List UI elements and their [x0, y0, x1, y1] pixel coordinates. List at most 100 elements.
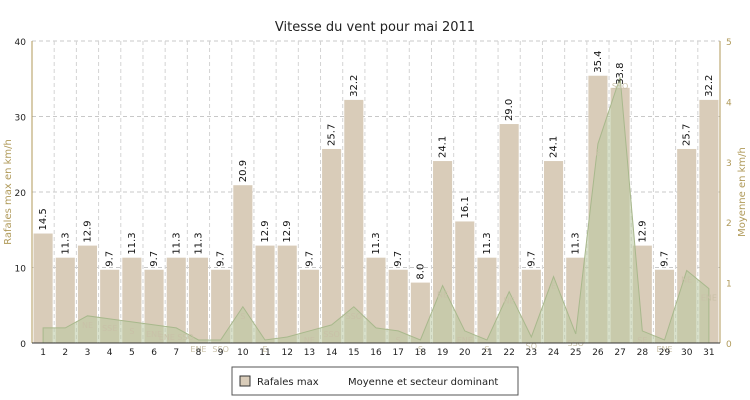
- x-tick-label: 24: [548, 348, 560, 358]
- bar: [277, 245, 297, 343]
- data-label: 24.1: [438, 136, 449, 158]
- bar: [699, 99, 719, 343]
- bar: [322, 148, 342, 343]
- direction-label: ENE: [656, 345, 672, 354]
- x-tick-label: 9: [218, 348, 224, 358]
- data-label: 9.7: [660, 251, 671, 267]
- data-label: 9.7: [526, 251, 537, 267]
- y-axis-right-label: Moyenne en km/h: [737, 147, 748, 237]
- bar: [55, 257, 75, 343]
- direction-label: S: [418, 345, 423, 354]
- x-tick-label: 17: [392, 348, 403, 358]
- legend-label-bars: Rafales max: [257, 377, 319, 388]
- data-label: 9.7: [304, 251, 315, 267]
- direction-label: ENE: [701, 294, 717, 303]
- y-tick-left: 10: [15, 265, 27, 275]
- x-tick-label: 26: [592, 348, 604, 358]
- y-tick-right: 0: [726, 340, 732, 350]
- bar: [255, 245, 275, 343]
- x-tick-label: 16: [370, 348, 382, 358]
- data-label: 11.3: [482, 232, 493, 254]
- y-tick-left: 30: [15, 114, 27, 124]
- data-label: 16.1: [460, 196, 471, 218]
- direction-label: NE: [504, 297, 515, 306]
- x-tick-label: 14: [326, 348, 338, 358]
- bar: [344, 99, 364, 343]
- x-tick-label: 1: [40, 348, 46, 358]
- legend-swatch-bars: [239, 375, 251, 387]
- data-label: 9.7: [393, 251, 404, 267]
- x-tick-label: 20: [459, 348, 471, 358]
- x-tick-label: 19: [437, 348, 449, 358]
- data-label: 33.8: [615, 63, 626, 85]
- y-tick-right: 4: [726, 98, 732, 108]
- data-label: 11.3: [193, 232, 204, 254]
- bar: [233, 185, 253, 343]
- data-label: 14.5: [38, 208, 49, 230]
- chart-title: Vitesse du vent pour mai 2011: [275, 20, 475, 35]
- data-label: 25.7: [327, 124, 338, 146]
- data-label: 12.9: [637, 220, 648, 242]
- data-label: 20.9: [238, 160, 249, 182]
- bar: [455, 221, 475, 343]
- data-label: 11.3: [171, 232, 182, 254]
- x-tick-label: 4: [107, 348, 113, 358]
- direction-label: SSO: [323, 330, 339, 339]
- data-label: 11.3: [571, 232, 582, 254]
- data-label: 11.3: [127, 232, 138, 254]
- x-tick-label: 25: [570, 348, 581, 358]
- legend-box: [231, 366, 519, 396]
- data-label: 11.3: [60, 232, 71, 254]
- y-tick-left: 20: [15, 189, 27, 199]
- direction-label: S: [129, 327, 134, 336]
- x-tick-label: 12: [281, 348, 292, 358]
- direction-label: ENE SSO: [159, 333, 194, 342]
- average-area: [42, 77, 710, 344]
- direction-label: ENE: [146, 330, 162, 339]
- x-tick-label: 28: [637, 348, 649, 358]
- direction-label: ENE: [190, 345, 206, 354]
- x-tick-label: 5: [129, 348, 135, 358]
- y-tick-right: 2: [726, 219, 732, 229]
- direction-label: NE: [437, 291, 448, 300]
- x-tick-label: 23: [526, 348, 537, 358]
- direction-label: SSO: [346, 312, 362, 321]
- x-tick-label: 11: [259, 348, 270, 358]
- bar: [211, 269, 231, 343]
- direction-label: S: [240, 312, 245, 321]
- x-tick-label: 7: [173, 348, 179, 358]
- y-tick-right: 1: [726, 280, 732, 290]
- direction-label: SE: [637, 336, 647, 345]
- direction-label: E: [551, 282, 556, 291]
- x-tick-label: 27: [614, 348, 625, 358]
- data-label: 25.7: [682, 124, 693, 146]
- x-tick-label: 8: [196, 348, 202, 358]
- direction-label: SSO: [612, 82, 628, 91]
- direction-label: SO: [526, 342, 537, 351]
- data-label: 8.0: [415, 264, 426, 280]
- y-axis-left-label: Rafales max en km/h: [3, 139, 14, 245]
- data-label: 9.7: [149, 251, 160, 267]
- y-tick-left: 0: [20, 340, 26, 350]
- data-label: 12.9: [260, 220, 271, 242]
- x-tick-label: 3: [85, 348, 91, 358]
- bar: [33, 233, 53, 343]
- data-label: 11.3: [371, 232, 382, 254]
- x-tick-label: 31: [703, 348, 714, 358]
- legend-label-area: Moyenne et secteur dominant: [348, 377, 498, 388]
- x-tick-label: 29: [659, 348, 671, 358]
- y-tick-left: 40: [15, 38, 27, 48]
- bar: [499, 124, 519, 343]
- x-tick-label: 15: [348, 348, 359, 358]
- x-tick-label: 2: [62, 348, 68, 358]
- data-label: 12.9: [282, 220, 293, 242]
- x-tick-label: 13: [304, 348, 315, 358]
- y-tick-right: 5: [726, 38, 732, 48]
- data-label: 12.9: [82, 220, 93, 242]
- data-label: 9.7: [216, 251, 227, 267]
- direction-label: NE: [82, 321, 93, 330]
- direction-label: E: [263, 345, 268, 354]
- x-tick-label: 21: [481, 348, 492, 358]
